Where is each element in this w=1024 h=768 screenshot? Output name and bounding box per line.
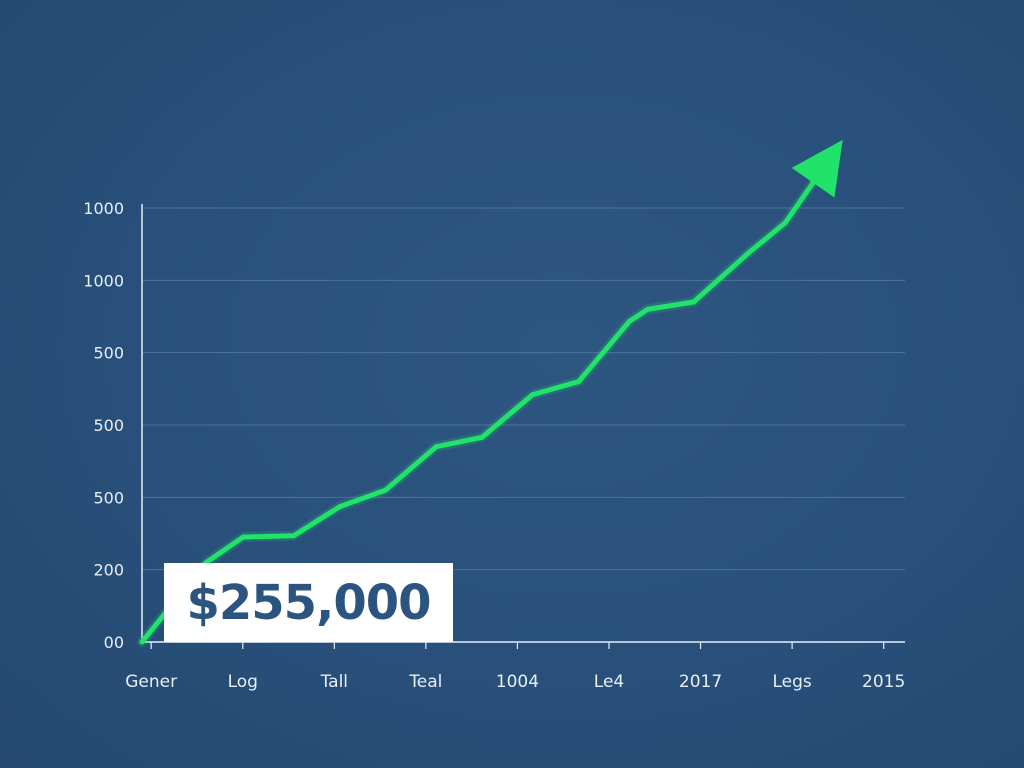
data-point	[337, 504, 343, 510]
data-point	[530, 392, 536, 398]
x-tick-label: Teal	[408, 672, 442, 692]
x-tick-label: Gener	[125, 672, 177, 692]
data-point	[383, 487, 389, 493]
y-tick-label: 00	[104, 633, 124, 652]
series-layer	[137, 139, 843, 647]
x-tick-label: 1004	[496, 672, 539, 692]
y-tick-label: 1000	[83, 199, 124, 218]
data-point	[746, 250, 752, 256]
x-tick-label: 2015	[862, 672, 905, 692]
x-tick-label: Legs	[772, 672, 811, 692]
y-tick-labels: 00 200 500 500 500 1000 1000	[83, 199, 124, 652]
x-tick-label: Tall	[320, 672, 348, 692]
data-point	[782, 219, 788, 225]
data-point	[645, 306, 651, 312]
value-callout: $255,000	[164, 563, 453, 642]
y-tick-label: 1000	[83, 271, 124, 290]
x-tick-label: 2017	[679, 672, 722, 692]
y-tick-label: 500	[93, 416, 124, 435]
y-tick-label: 500	[93, 488, 124, 507]
data-point	[139, 639, 145, 645]
data-point	[291, 533, 297, 539]
x-tick-label: Le4	[594, 672, 624, 692]
data-point	[433, 444, 439, 450]
series-line	[139, 180, 816, 645]
x-tick-labels: Gener Log Tall Teal 1004 Le4 2017 Legs 2015	[125, 672, 905, 692]
data-point	[691, 299, 697, 305]
data-point	[479, 434, 485, 440]
y-tick-label: 200	[93, 561, 124, 580]
x-tick-label: Log	[228, 672, 258, 692]
data-point	[240, 534, 246, 540]
y-tick-label: 500	[93, 344, 124, 363]
value-callout-text: $255,000	[186, 574, 431, 631]
data-point	[626, 319, 632, 325]
axes	[141, 204, 905, 649]
gridlines	[142, 207, 905, 571]
data-point	[576, 379, 582, 385]
trend-arrowhead	[791, 139, 843, 198]
